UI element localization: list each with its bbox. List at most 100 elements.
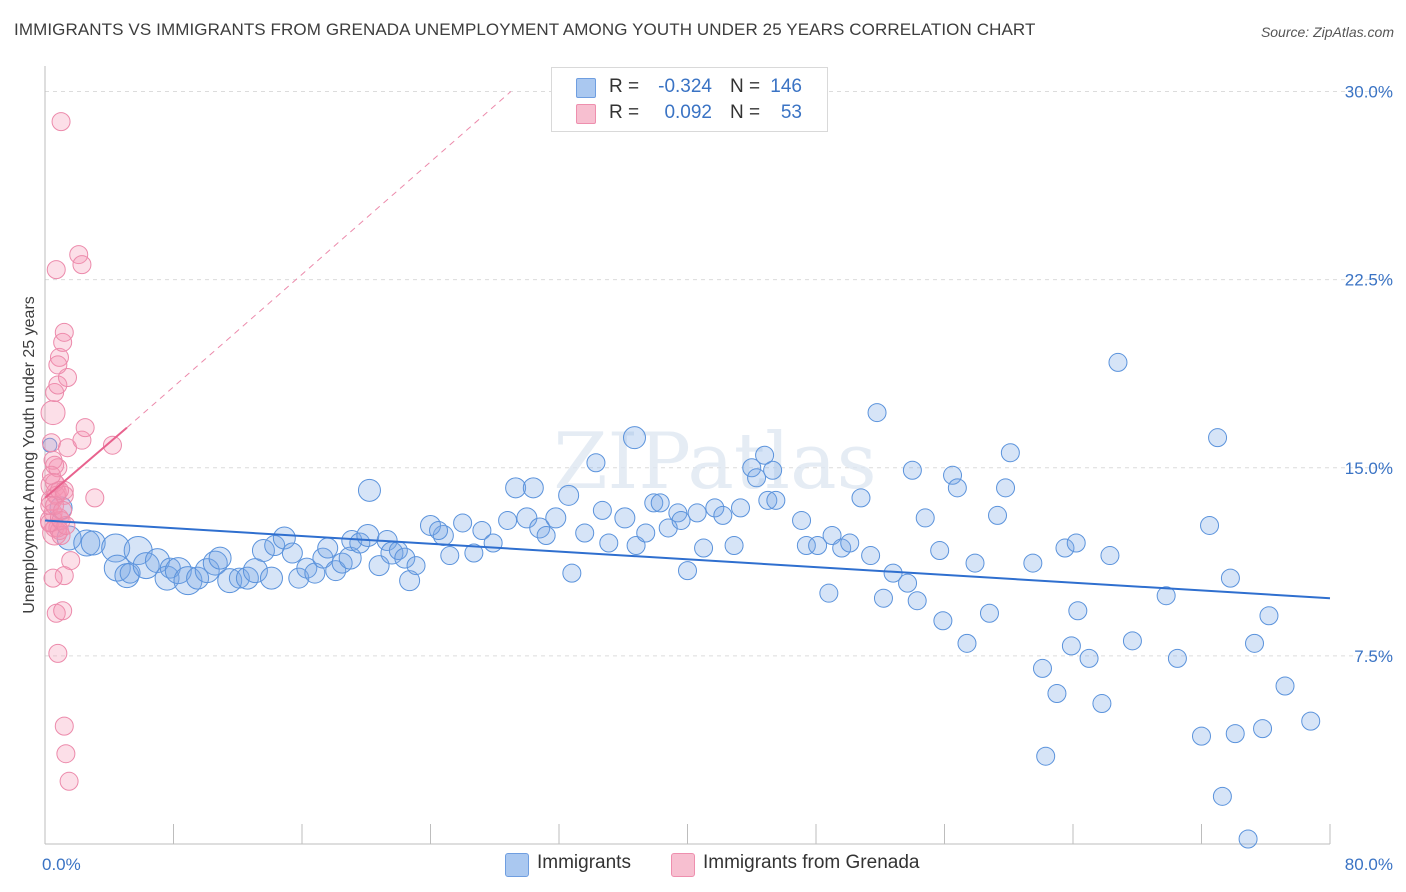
data-point-immigrants — [930, 541, 950, 561]
data-point-immigrants — [562, 563, 582, 583]
data-point-immigrants — [529, 517, 551, 539]
data-point-immigrants — [453, 513, 473, 533]
data-point-immigrants — [947, 478, 967, 498]
data-point-immigrants — [464, 543, 484, 563]
data-point-immigrants — [264, 535, 286, 557]
n-value: 146 — [770, 76, 802, 97]
data-point-immigrants — [851, 488, 871, 508]
data-point-grenada — [53, 500, 73, 520]
data-point-immigrants — [724, 536, 744, 556]
data-point-immigrants — [1108, 352, 1128, 372]
axes — [44, 66, 1331, 845]
data-point-immigrants — [867, 403, 887, 423]
y-tick-label: 15.0% — [1345, 459, 1393, 478]
data-point-immigrants — [965, 553, 985, 573]
data-point-immigrants — [259, 566, 283, 590]
data-point-immigrants — [281, 542, 303, 564]
y-tick-label: 30.0% — [1345, 83, 1393, 102]
source-label: Source: ZipAtlas.com — [1260, 24, 1394, 40]
data-point-immigrants — [357, 478, 381, 502]
data-point-immigrants — [1225, 724, 1245, 744]
data-point-immigrants — [1275, 676, 1295, 696]
data-point-grenada — [85, 488, 105, 508]
data-point-grenada — [48, 355, 68, 375]
data-point-immigrants — [1301, 711, 1321, 731]
data-point-immigrants — [73, 529, 101, 557]
data-point-grenada — [41, 433, 61, 453]
data-point-grenada — [59, 771, 79, 791]
data-point-immigrants — [626, 536, 646, 556]
data-point-immigrants — [1000, 443, 1020, 463]
data-point-immigrants — [622, 426, 646, 450]
data-point-immigrants — [644, 493, 664, 513]
data-point-immigrants — [1032, 658, 1052, 678]
data-point-immigrants — [943, 465, 963, 485]
data-point-immigrants — [406, 556, 426, 576]
data-point-immigrants — [440, 546, 460, 566]
data-point-immigrants — [228, 567, 250, 589]
x-tick-label: 0.0% — [42, 855, 81, 874]
data-point-grenada — [56, 744, 76, 764]
data-point-grenada — [51, 112, 71, 132]
trend-extension-grenada — [126, 91, 512, 429]
data-point-immigrants — [1061, 636, 1081, 656]
data-point-immigrants — [796, 536, 816, 556]
data-point-immigrants — [687, 503, 707, 523]
data-point-immigrants — [208, 546, 232, 570]
data-point-immigrants — [902, 460, 922, 480]
data-point-immigrants — [1259, 606, 1279, 626]
data-point-immigrants — [429, 520, 449, 540]
data-point-immigrants — [636, 523, 656, 543]
data-point-immigrants — [173, 566, 203, 596]
x-tick-labels: 0.0% 80.0% — [42, 855, 1393, 874]
data-point-immigrants — [522, 477, 544, 499]
data-point-grenada — [45, 455, 65, 475]
data-point-grenada — [54, 322, 74, 342]
data-point-immigrants — [1212, 786, 1232, 806]
y-tick-label: 22.5% — [1345, 271, 1393, 290]
data-point-immigrants — [808, 536, 828, 556]
grid-lines — [45, 91, 1392, 657]
data-point-immigrants — [731, 498, 751, 518]
data-point-immigrants — [505, 477, 527, 499]
data-point-grenada — [54, 716, 74, 736]
legend-label-grenada: Immigrants from Grenada — [703, 852, 920, 873]
data-point-immigrants — [1208, 428, 1228, 448]
data-point-immigrants — [1238, 829, 1258, 849]
data-point-immigrants — [822, 525, 842, 545]
data-point-immigrants — [873, 588, 893, 608]
data-point-immigrants — [758, 490, 778, 510]
data-point-immigrants — [317, 537, 339, 559]
data-point-grenada — [102, 435, 122, 455]
data-point-immigrants — [498, 510, 518, 530]
data-point-immigrants — [678, 561, 697, 581]
data-point-immigrants — [101, 533, 131, 563]
x-tick-label: 80.0% — [1345, 855, 1393, 874]
data-point-grenada — [54, 566, 74, 586]
data-point-immigrants — [483, 533, 503, 553]
data-point-immigrants — [472, 520, 492, 540]
data-point-immigrants — [536, 525, 556, 545]
data-point-immigrants — [194, 558, 220, 584]
data-point-immigrants — [1092, 694, 1112, 714]
data-point-immigrants — [650, 493, 670, 513]
data-point-immigrants — [235, 566, 259, 590]
data-point-grenada — [72, 430, 92, 450]
stats-swatch-grenada — [576, 104, 596, 124]
data-point-immigrants — [766, 490, 786, 510]
data-point-immigrants — [312, 547, 334, 569]
trend-line-immigrants — [44, 519, 1331, 600]
data-point-immigrants — [747, 468, 767, 488]
stats-legend-box: R = -0.324 N = 146 R = 0.092 N = 53 — [551, 67, 828, 132]
data-point-immigrants — [1122, 631, 1142, 651]
n-label: N = — [730, 76, 761, 97]
data-point-grenada — [40, 513, 60, 533]
data-point-immigrants — [123, 536, 153, 566]
data-point-immigrants — [614, 507, 636, 529]
data-point-immigrants — [792, 510, 812, 530]
n-value: 53 — [780, 102, 802, 123]
data-point-immigrants — [575, 523, 595, 543]
r-value: 0.092 — [664, 102, 712, 123]
data-point-immigrants — [586, 453, 606, 473]
data-point-immigrants — [1253, 719, 1273, 739]
